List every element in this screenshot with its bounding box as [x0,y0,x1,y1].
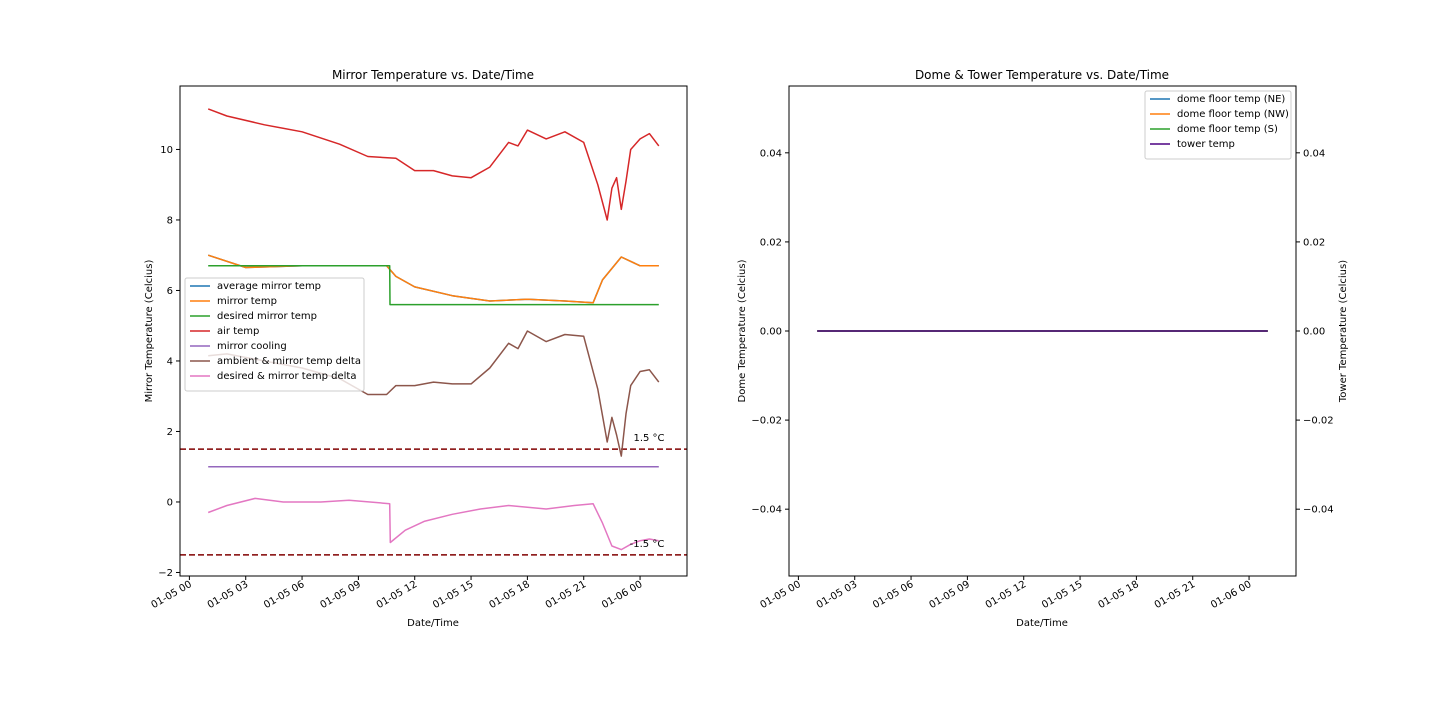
legend-entry: desired mirror temp [217,311,317,322]
x-tick-label: 01-05 06 [262,579,306,611]
x-tick-label: 01-05 09 [318,579,362,611]
x-tick-label: 01-05 18 [487,579,531,611]
mirror-temperature-chart: Mirror Temperature vs. Date/Time Date/Ti… [144,68,688,629]
legend: average mirror temp mirror temp desired mi… [184,277,365,392]
y-tick-label: 0 [167,497,173,508]
x-axis-label: Date/Time [407,618,459,629]
series-line-air-temp [207,108,660,221]
y-tick-label: 2 [167,427,173,438]
legend-entry: dome floor temp (NW) [1177,109,1289,120]
x-tick-label: 01-05 06 [871,579,915,611]
y-axis-label: Dome Temperature (Celcius) [737,259,748,402]
legend-entry: average mirror temp [217,281,321,292]
x-tick-label: 01-05 00 [758,579,802,611]
x-tick-label: 01-05 12 [375,579,419,611]
legend-entry: dome floor temp (S) [1177,124,1278,135]
x-tick-label: 01-05 00 [149,579,193,611]
x-tick-label: 01-05 12 [984,579,1028,611]
legend-entry: mirror temp [217,296,277,307]
y-tick-label: 10 [160,145,173,156]
y-tick-label: 8 [167,215,173,226]
legend-box [1144,90,1292,160]
x-axis-label: Date/Time [1016,618,1068,629]
y-tick-label: 0.00 [760,327,782,338]
legend-box [184,277,365,392]
x-tick-label: 01-05 15 [1040,579,1084,611]
series-layer [180,108,687,556]
legend-entry: desired & mirror temp delta [217,371,356,382]
series-line-desired-mirror-temp-delta [207,497,659,551]
x-tick-label: 01-05 09 [927,579,971,611]
y-axis-label: Mirror Temperature (Celcius) [144,260,155,403]
y-tick-label: 4 [167,356,173,367]
legend-entry: mirror cooling [217,341,287,352]
y-tick-label: −0.04 [751,505,782,516]
legend-entry: ambient & mirror temp delta [217,356,361,367]
y-tick-label-right: 0.04 [1303,148,1325,159]
annotation-lower: -1.5 °C [630,539,665,550]
x-tick-label: 01-05 21 [544,579,588,611]
chart-title: Mirror Temperature vs. Date/Time [332,68,534,82]
x-tick-label: 01-06 00 [1209,579,1253,611]
x-tick-label: 01-05 21 [1153,579,1197,611]
y-tick-label: 0.04 [760,148,782,159]
x-tick-label: 01-06 00 [600,579,644,611]
dome-tower-temperature-chart: Dome & Tower Temperature vs. Date/Time D… [737,68,1349,629]
plot-frame [179,85,688,577]
ticks-layer: 01-05 00 01-05 03 01-05 06 01-05 09 01-05 12… [751,148,1333,611]
plot-frame [788,85,1297,577]
annotation-upper: 1.5 °C [633,433,664,444]
y-tick-label: 6 [167,286,173,297]
series-line-desired-mirror-temp [208,265,659,306]
chart-title: Dome & Tower Temperature vs. Date/Time [915,68,1169,82]
y-tick-label: 0.02 [760,237,782,248]
y-tick-label: −0.02 [751,416,782,427]
legend: dome floor temp (NE) dome floor temp (NW)… [1144,90,1292,160]
legend-entry: air temp [217,326,259,337]
x-tick-label: 01-05 03 [206,579,250,611]
y-tick-label: −2 [158,568,173,579]
legend-entry: dome floor temp (NE) [1177,94,1285,105]
y-tick-label-right: −0.04 [1303,505,1334,516]
x-tick-label: 01-05 18 [1096,579,1140,611]
x-tick-label: 01-05 03 [815,579,859,611]
y-tick-label-right: −0.02 [1303,416,1334,427]
x-tick-label: 01-05 15 [431,579,475,611]
legend-entry: tower temp [1177,139,1235,150]
y-tick-label-right: 0.00 [1303,327,1325,338]
y-tick-label-right: 0.02 [1303,237,1325,248]
y-axis-label-right: Tower Temperature (Celcius) [1338,260,1349,403]
